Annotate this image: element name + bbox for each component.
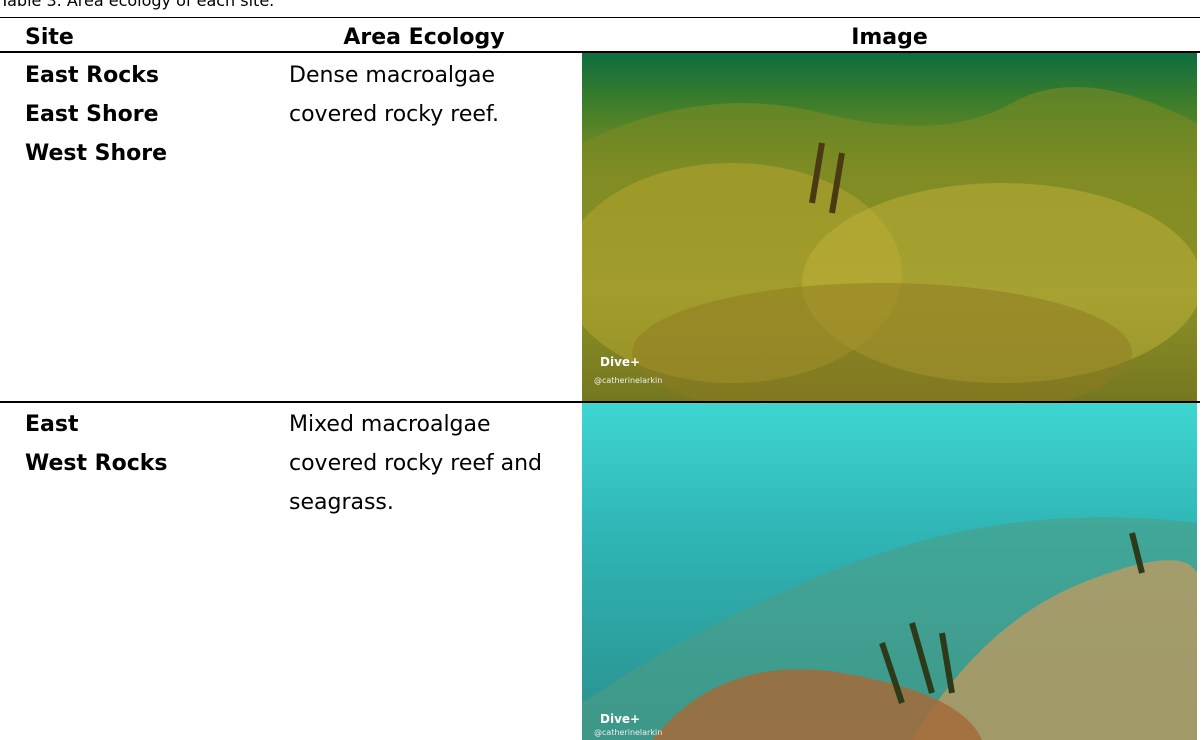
- site: West Rocks: [25, 451, 168, 476]
- watermark: Dive+: [600, 355, 640, 369]
- reef-photo: Dive+ @catherinelarkin: [582, 403, 1197, 740]
- rule: [0, 401, 1200, 403]
- ecology: Dense macroalgae covered rocky reef.: [289, 63, 500, 127]
- header: Area Ecology: [343, 25, 505, 50]
- caption: Table 3. Area ecology of each site.: [0, 0, 275, 10]
- site: East Shore: [25, 102, 159, 127]
- site: West Shore: [25, 141, 168, 166]
- site: East Rocks: [25, 63, 159, 88]
- rule: [0, 17, 1200, 18]
- header: Site: [25, 25, 74, 50]
- site: East: [25, 412, 79, 437]
- credit: @catherinelarkin: [594, 376, 662, 385]
- header: Image: [851, 25, 928, 50]
- site-list: East West Rocks: [25, 405, 265, 483]
- rule: [0, 51, 1200, 53]
- watermark: Dive+: [600, 712, 640, 726]
- site-list: East Rocks East Shore West Shore: [25, 56, 265, 173]
- reef-photo: Dive+ @catherinelarkin: [582, 53, 1197, 401]
- ecology: Mixed macroalgae covered rocky reef and …: [289, 412, 543, 515]
- credit: @catherinelarkin: [594, 728, 662, 737]
